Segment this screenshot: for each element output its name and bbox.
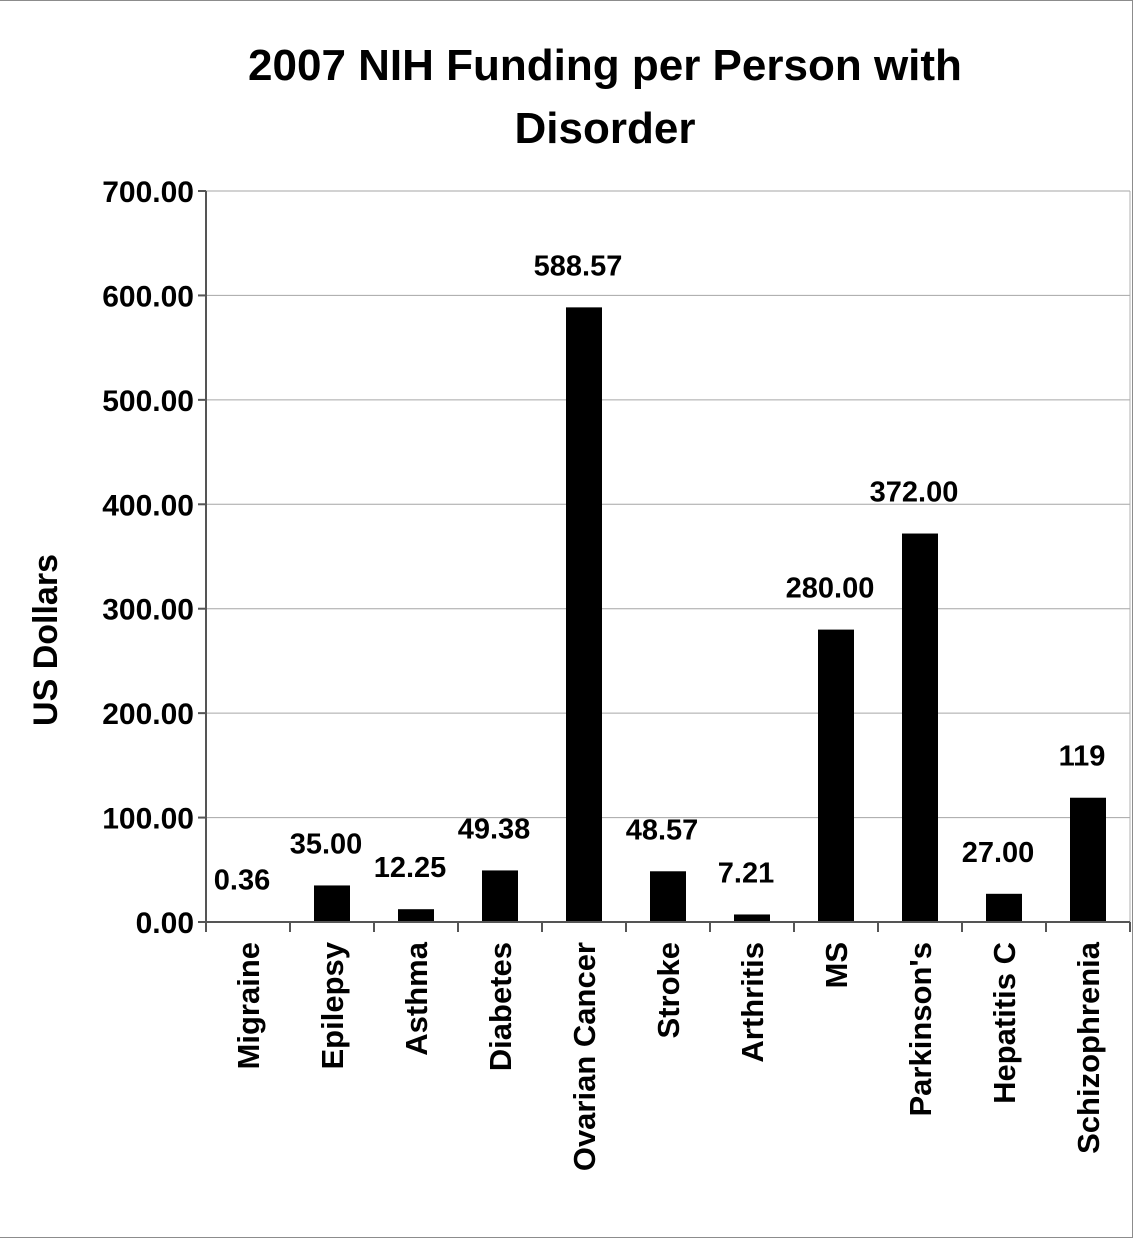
y-tick-label: 600.00	[102, 280, 194, 313]
y-tick-labels: 0.00 100.00 200.00 300.00 400.00 500.00 600.00…	[102, 176, 194, 940]
bar	[1070, 797, 1106, 922]
x-tick-labels: Migraine Epilepsy Asthma Diabetes Ovarian Ca…	[231, 941, 1106, 1171]
data-label: 372.00	[870, 477, 959, 509]
bar	[986, 893, 1022, 922]
data-label: 588.57	[534, 250, 623, 282]
chart-title-line-1: 2007 NIH Funding per Person with	[248, 41, 962, 90]
y-tick-label: 500.00	[102, 385, 194, 418]
data-labels: 0.36 35.00 12.25 49.38 588.57 48.57 7.21 280.00…	[214, 250, 1106, 896]
gridlines	[206, 190, 1130, 819]
bar	[482, 870, 518, 922]
bar	[650, 871, 686, 922]
data-label: 48.57	[626, 814, 699, 846]
data-label: 0.36	[214, 865, 270, 897]
y-tick-label: 300.00	[102, 594, 194, 627]
x-tick-label: Arthritis	[735, 942, 770, 1063]
bars	[230, 307, 1106, 922]
bar	[314, 885, 350, 922]
bar	[902, 533, 938, 922]
x-tick-label: MS	[819, 942, 854, 989]
chart-title-line-2: Disorder	[515, 104, 696, 153]
data-label: 280.00	[786, 573, 875, 605]
x-tick-label: Parkinson's	[903, 942, 938, 1117]
x-tick-label: Stroke	[651, 942, 686, 1038]
data-label: 12.25	[374, 852, 447, 884]
x-tick-label: Epilepsy	[315, 941, 350, 1069]
data-label: 35.00	[290, 828, 363, 860]
axes	[198, 190, 1131, 932]
y-axis-label: US Dollars	[27, 554, 65, 726]
x-tick-label: Migraine	[231, 942, 266, 1069]
bar	[818, 629, 854, 922]
x-tick-label: Ovarian Cancer	[567, 942, 602, 1171]
y-tick-label: 0.00	[136, 907, 194, 940]
data-label: 27.00	[962, 837, 1035, 869]
x-tick-label: Diabetes	[483, 942, 518, 1071]
data-label: 7.21	[718, 857, 774, 889]
data-label: 49.38	[458, 813, 531, 845]
x-tick-label: Asthma	[399, 941, 434, 1055]
bar	[734, 914, 770, 922]
data-label: 119	[1059, 741, 1106, 773]
x-tick-label: Schizophrenia	[1071, 941, 1106, 1154]
bar	[566, 307, 602, 922]
bar	[398, 909, 434, 922]
y-tick-label: 100.00	[102, 803, 194, 836]
y-tick-label: 700.00	[102, 176, 194, 209]
x-tick-label: Hepatitis C	[987, 942, 1022, 1104]
y-tick-label: 200.00	[102, 698, 194, 731]
y-tick-label: 400.00	[102, 489, 194, 522]
